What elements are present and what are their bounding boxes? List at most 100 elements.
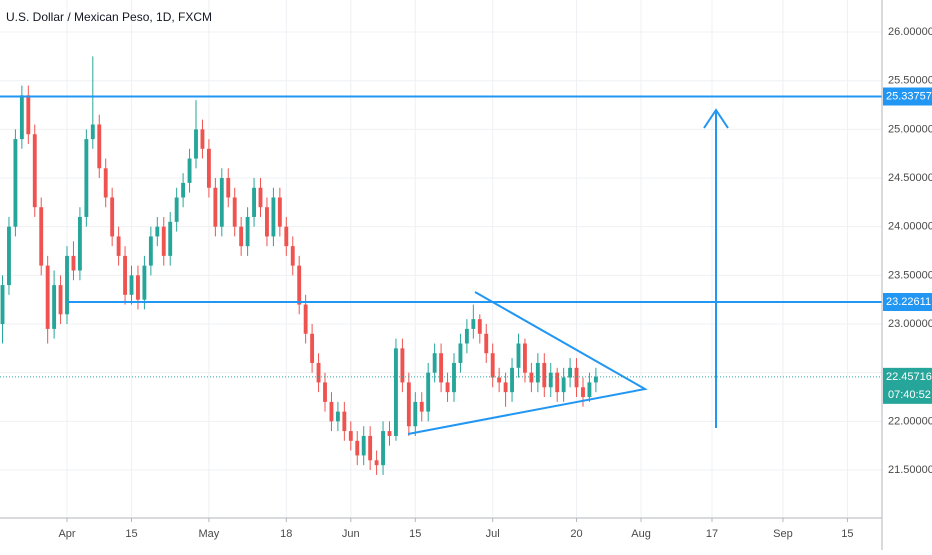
candle-body: [200, 129, 205, 149]
candle-body: [7, 226, 11, 286]
candle-body: [39, 207, 44, 266]
triangle-drawing: [407, 291, 648, 435]
candle-body: [258, 187, 263, 208]
candle-body: [155, 226, 160, 237]
level-label: 25.33757: [886, 90, 932, 102]
x-tick-label: Sep: [773, 528, 793, 540]
candle-body: [394, 348, 398, 436]
candle-body: [277, 197, 282, 227]
x-tick-label: 18: [280, 528, 292, 540]
candle-body: [213, 187, 218, 227]
candle-body: [561, 377, 566, 393]
x-tick-label: 20: [570, 528, 582, 540]
candle-body: [90, 124, 95, 140]
y-tick-label: 23.50000: [888, 269, 932, 281]
candle-body: [458, 343, 463, 363]
candle-body: [168, 221, 173, 256]
candle-body: [206, 148, 211, 188]
candle-body: [516, 343, 521, 368]
candle-body: [432, 353, 437, 373]
candle-body: [581, 387, 585, 398]
y-tick-label: 26.00000: [888, 26, 932, 38]
candle-body: [368, 435, 373, 461]
y-tick-label: 25.50000: [888, 75, 932, 87]
candle-body: [413, 401, 418, 427]
candle-body: [471, 319, 476, 329]
x-tick-label: Jul: [486, 528, 500, 540]
level-label-box: [883, 87, 932, 106]
candle-body: [355, 440, 360, 456]
y-tick-label: 24.50000: [888, 172, 932, 184]
level-label-box: [883, 293, 932, 312]
candle-body: [181, 182, 186, 198]
candle-body: [97, 124, 102, 169]
overlay: [0, 95, 882, 378]
candle-body: [490, 353, 495, 378]
candle-body: [45, 265, 50, 329]
candle-body: [342, 411, 347, 432]
candle-body: [129, 275, 134, 295]
candle-body: [329, 401, 334, 422]
candle-body: [110, 197, 115, 237]
candle-body: [387, 431, 392, 436]
candle-body: [32, 134, 37, 208]
candle-body: [548, 372, 553, 388]
candle-body: [290, 246, 295, 266]
candle-body: [136, 275, 140, 300]
candle-body: [123, 255, 127, 295]
candle-body: [400, 348, 405, 383]
x-tick-label: Apr: [58, 528, 75, 540]
candle-body: [542, 362, 547, 388]
candle-body: [239, 226, 244, 247]
candle-body: [194, 129, 198, 159]
candle-body: [510, 367, 514, 393]
candle-body: [361, 435, 366, 456]
x-tick-label: Aug: [631, 528, 651, 540]
candle-body: [574, 367, 579, 388]
x-tick-label: Jun: [342, 528, 360, 540]
candle-body: [335, 411, 340, 422]
candle-body: [284, 226, 289, 247]
y-tick-label: 22.00000: [888, 415, 932, 427]
candle-body: [464, 328, 469, 344]
grid: [0, 0, 882, 518]
candle-body: [297, 265, 302, 305]
x-tick-label: 15: [409, 528, 421, 540]
chart-title: U.S. Dollar / Mexican Peso, 1D, FXCM: [6, 10, 212, 24]
candle-body: [103, 168, 108, 198]
candle-body: [503, 382, 508, 393]
candle-body: [271, 197, 276, 237]
countdown-label: 07:40:52: [888, 389, 931, 401]
candle-body: [316, 362, 321, 383]
candle-body: [252, 187, 256, 217]
y-tick-label: 23.00000: [888, 318, 932, 330]
candle-body: [484, 333, 489, 354]
candle-body: [523, 343, 527, 373]
candle-body: [0, 285, 5, 325]
level-label: 23.22611: [886, 296, 931, 308]
candle-body: [142, 265, 147, 300]
candle-body: [174, 197, 179, 222]
candle-body: [161, 226, 166, 256]
candle-body: [265, 207, 269, 237]
candle-body: [497, 377, 502, 383]
candle-body: [148, 236, 153, 266]
candle-body: [445, 382, 450, 393]
candle-body: [529, 372, 534, 383]
candle-body: [232, 197, 237, 227]
candle-body: [419, 401, 424, 412]
candle-body: [26, 95, 31, 135]
x-tick-label: May: [199, 528, 220, 540]
y-tick-label: 24.00000: [888, 221, 932, 233]
target-arrow: [703, 108, 729, 428]
candle-body: [58, 285, 63, 315]
candle-body: [116, 236, 121, 256]
x-tick-label: 15: [841, 528, 853, 540]
candle-body: [426, 372, 431, 412]
candle-body: [77, 216, 82, 271]
candle-body: [71, 255, 76, 271]
candle-body: [593, 376, 598, 383]
candle-body: [381, 431, 385, 466]
